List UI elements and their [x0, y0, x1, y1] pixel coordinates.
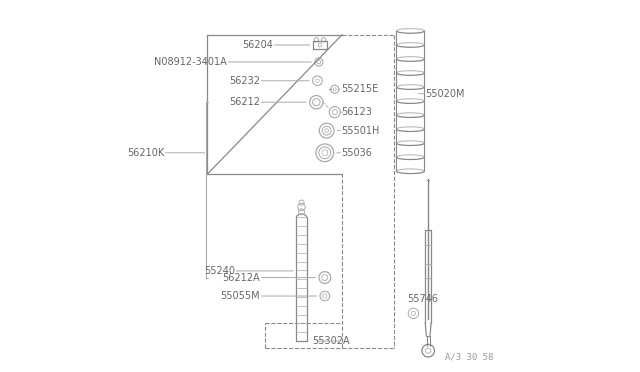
Text: 55302A: 55302A: [312, 336, 349, 346]
Text: 56210K: 56210K: [127, 148, 164, 158]
Text: A/3 30 58: A/3 30 58: [445, 352, 493, 361]
Text: 55215E: 55215E: [341, 84, 379, 94]
Text: 56232: 56232: [229, 76, 260, 86]
Text: 55020M: 55020M: [425, 89, 465, 99]
Text: 56204: 56204: [242, 40, 273, 50]
Text: 56212: 56212: [229, 97, 260, 107]
Text: 56212A: 56212A: [223, 273, 260, 283]
Text: 55055M: 55055M: [221, 291, 260, 301]
Text: 55240: 55240: [204, 266, 235, 276]
Text: 55036: 55036: [341, 148, 372, 158]
Text: 55746: 55746: [408, 294, 438, 304]
Text: 55501H: 55501H: [341, 126, 380, 136]
Text: 56123: 56123: [341, 107, 372, 117]
Text: N08912-3401A: N08912-3401A: [154, 57, 227, 67]
